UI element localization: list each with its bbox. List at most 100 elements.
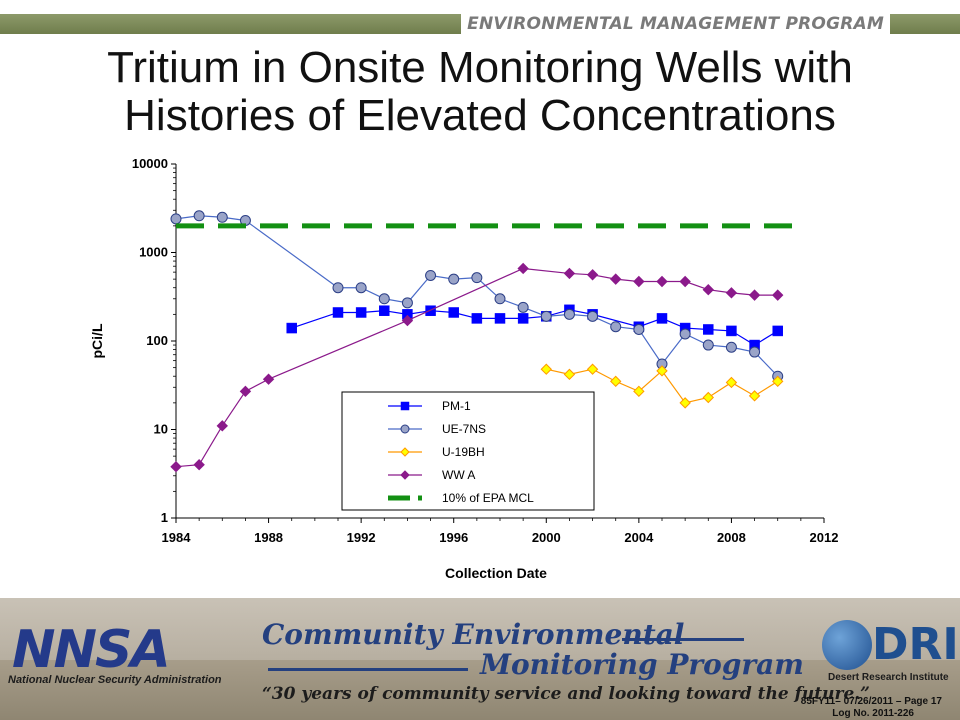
tagline: “30 years of community service and looki… bbox=[262, 684, 870, 704]
legend-label-pm-1: PM-1 bbox=[442, 399, 471, 413]
x-tick-label: 1996 bbox=[439, 530, 468, 545]
data-point-u-19bh bbox=[748, 390, 761, 402]
data-point-ww-a bbox=[262, 373, 275, 385]
data-point-ww-a bbox=[772, 289, 784, 301]
data-point-ue-7ns bbox=[702, 339, 714, 351]
data-point-ue-7ns bbox=[494, 293, 506, 305]
data-point-ue-7ns bbox=[587, 310, 599, 322]
data-point-pm-1 bbox=[379, 305, 390, 316]
data-point-pm-1 bbox=[772, 325, 783, 337]
data-point-ue-7ns bbox=[517, 301, 529, 313]
data-point-ww-a bbox=[563, 267, 576, 280]
data-point-ue-7ns bbox=[563, 308, 575, 320]
data-point-ww-a bbox=[401, 314, 414, 327]
page-reference: 85FY11– 07/26/2011 – Page 17 bbox=[800, 696, 942, 707]
data-point-ww-a bbox=[170, 460, 182, 473]
series-line-ue-7ns bbox=[175, 215, 779, 377]
data-point-u-19bh bbox=[702, 391, 714, 404]
data-point-pm-1 bbox=[332, 307, 344, 318]
x-axis-title: Collection Date bbox=[445, 565, 547, 581]
program-rule-2 bbox=[268, 668, 468, 671]
data-point-ue-7ns bbox=[540, 310, 552, 322]
data-point-ue-7ns bbox=[471, 272, 483, 284]
legend-marker-pm-1 bbox=[400, 401, 410, 411]
legend-label-ww-a: WW A bbox=[442, 468, 475, 482]
data-point-ue-7ns bbox=[725, 341, 737, 353]
legend-box bbox=[341, 391, 595, 511]
x-tick-label: 2004 bbox=[624, 530, 654, 545]
nnsa-logo: NNSA bbox=[12, 620, 171, 680]
log-number: Log No. 2011-226 bbox=[832, 708, 914, 719]
nnsa-name: National Nuclear Security Administration bbox=[8, 674, 222, 686]
x-tick-label: 1992 bbox=[347, 530, 376, 545]
data-point-u-19bh bbox=[586, 363, 599, 375]
data-point-ww-a bbox=[748, 289, 761, 301]
data-point-ww-a bbox=[656, 275, 668, 288]
data-point-ue-7ns bbox=[633, 323, 645, 335]
data-point-ue-7ns bbox=[610, 321, 622, 333]
x-tick-label: 2012 bbox=[810, 530, 839, 545]
data-point-u-19bh bbox=[540, 363, 552, 375]
data-point-u-19bh bbox=[772, 375, 784, 388]
series-u-19bh bbox=[540, 363, 784, 409]
x-tick-label: 1984 bbox=[162, 530, 192, 545]
data-point-ww-a bbox=[702, 283, 714, 296]
y-tick-label: 100 bbox=[146, 333, 168, 348]
data-point-ww-a bbox=[679, 275, 691, 288]
data-point-pm-1 bbox=[448, 307, 459, 318]
desert-ground bbox=[0, 660, 960, 720]
data-point-pm-1 bbox=[703, 324, 714, 335]
data-point-ue-7ns bbox=[216, 211, 228, 223]
data-point-pm-1 bbox=[471, 313, 483, 324]
dri-name: Desert Research Institute bbox=[828, 672, 949, 683]
data-point-u-19bh bbox=[679, 397, 691, 409]
page-title: Tritium in Onsite Monitoring Wells with … bbox=[40, 44, 920, 140]
data-point-u-19bh bbox=[610, 375, 622, 388]
footer-banner: NNSA National Nuclear Security Administr… bbox=[0, 598, 960, 720]
title-line-2: Histories of Elevated Concentrations bbox=[124, 91, 836, 140]
series-ww-a bbox=[170, 262, 784, 473]
x-tick-label: 1988 bbox=[254, 530, 283, 545]
data-point-ue-7ns bbox=[679, 328, 691, 340]
data-point-pm-1 bbox=[355, 307, 367, 318]
data-point-ue-7ns bbox=[448, 273, 460, 285]
data-point-ue-7ns bbox=[332, 282, 344, 294]
data-point-ue-7ns bbox=[378, 293, 390, 305]
y-tick-label: 10000 bbox=[132, 156, 168, 171]
x-tick-label: 2000 bbox=[532, 530, 561, 545]
data-point-ue-7ns bbox=[425, 269, 437, 281]
data-point-u-19bh bbox=[725, 376, 738, 389]
legend-marker-ww-a bbox=[400, 470, 410, 480]
legend-marker-ue-7ns bbox=[400, 424, 410, 434]
data-point-pm-1 bbox=[726, 325, 737, 337]
title-line-1: Tritium in Onsite Monitoring Wells with bbox=[107, 43, 853, 92]
data-point-ue-7ns bbox=[170, 213, 182, 225]
y-axis-title: pCi/L bbox=[89, 323, 105, 358]
y-tick-label: 10 bbox=[154, 422, 168, 437]
program-banner: ENVIRONMENTAL MANAGEMENT PROGRAM bbox=[461, 13, 890, 35]
program-title-line-2: Monitoring Program bbox=[480, 648, 804, 681]
data-point-ww-a bbox=[193, 459, 205, 471]
data-point-ww-a bbox=[633, 275, 645, 288]
data-point-ue-7ns bbox=[355, 282, 367, 294]
data-point-ue-7ns bbox=[193, 210, 205, 222]
data-point-pm-1 bbox=[286, 322, 297, 334]
data-point-ww-a bbox=[239, 385, 252, 398]
data-point-pm-1 bbox=[656, 313, 668, 324]
program-rule-1 bbox=[622, 638, 744, 641]
data-point-ue-7ns bbox=[401, 297, 413, 309]
data-point-u-19bh bbox=[563, 368, 576, 381]
data-point-u-19bh bbox=[656, 365, 668, 377]
program-title-line-1: Community Environmental bbox=[262, 618, 685, 651]
data-point-ww-a bbox=[586, 269, 599, 281]
dri-logo: DRI bbox=[872, 619, 959, 670]
tritium-chart: 1 10 100 1000 10000 1984 1988 1992 1996 2000 2004 2… bbox=[89, 156, 839, 581]
x-tick-label: 2008 bbox=[717, 530, 746, 545]
legend-label-10-of-epa-mcl: 10% of EPA MCL bbox=[442, 491, 534, 505]
y-tick-label: 1000 bbox=[139, 245, 168, 260]
data-point-ww-a bbox=[216, 420, 228, 432]
data-point-ww-a bbox=[725, 287, 738, 299]
data-point-ww-a bbox=[517, 262, 529, 275]
series-ue-7ns bbox=[170, 210, 784, 382]
data-point-u-19bh bbox=[633, 385, 645, 398]
